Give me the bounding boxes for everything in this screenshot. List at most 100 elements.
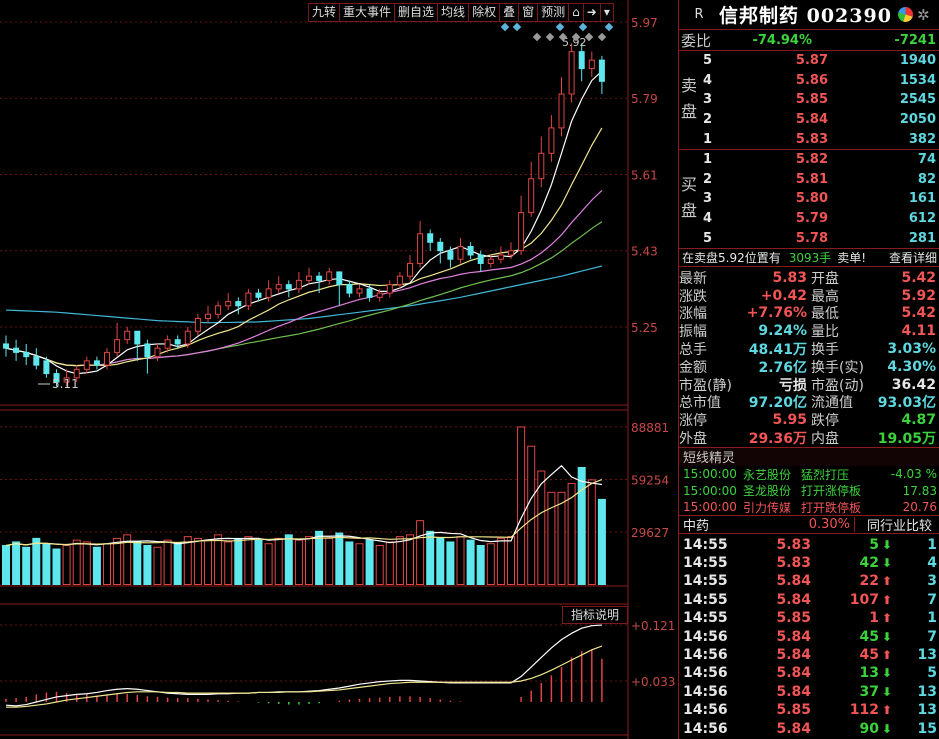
volume-bar — [294, 539, 303, 586]
indicator-help-button[interactable]: 指标说明 — [562, 606, 628, 624]
short-term-sprite: 短线精灵 15:00:00 永艺股份 猛烈打压 -4.03 % 15:00:00 圣龙股份… — [679, 446, 939, 516]
volume-bar — [416, 520, 425, 586]
volume-bar — [466, 539, 475, 586]
industry-row: 中药 0.30% 同行业比较 — [679, 515, 939, 535]
arrow-down-icon: ⬇ — [881, 537, 893, 552]
ma5-line — [5, 70, 603, 375]
stat-value: 5.83 — [772, 269, 807, 286]
tick-volume: 42 — [859, 554, 879, 571]
volume-bar — [143, 544, 152, 586]
sprite-time: 15:00:00 — [683, 467, 737, 482]
volume-bar — [264, 543, 273, 585]
stat-label: 涨幅 — [679, 306, 707, 323]
stat-row: 涨幅 +7.76% 最低 5.42 — [679, 305, 939, 323]
order-level[interactable]: 5 5.87 1940 — [679, 51, 939, 71]
tick-volume: 45 — [859, 646, 879, 663]
volume-bar — [284, 534, 293, 586]
candle-body — [336, 271, 343, 286]
candle-body — [23, 351, 30, 358]
volume-ma5-line — [5, 464, 602, 547]
tick-list[interactable]: 14:55 5.83 5 ⬇ 1 14:55 5.83 42 ⬇ 4 14:55 5.84 22 ⬆ 3 14… — [679, 534, 939, 737]
sprite-row[interactable]: 15:00:00 引力传媒 打开跌停板 20.76 — [679, 499, 939, 516]
tick-price: 5.84 — [776, 591, 811, 608]
level-number: 2 — [703, 112, 713, 128]
sprite-row[interactable]: 15:00:00 永艺股份 猛烈打压 -4.03 % — [679, 466, 939, 483]
order-level[interactable]: 3 5.85 2545 — [679, 90, 939, 110]
arrow-up-icon: ⬆ — [881, 574, 893, 589]
price-tick-label: 5.43 — [631, 245, 658, 259]
level-price: 5.85 — [795, 92, 828, 108]
candle-body — [558, 93, 565, 129]
dropdown-icon[interactable]: ▾ — [603, 5, 610, 19]
industry-compare-button[interactable]: 同行业比较 — [867, 519, 933, 535]
event-marker-icon — [604, 22, 614, 32]
volume-tick-label: 29627 — [631, 526, 669, 540]
stat-label: 最新 — [679, 270, 707, 287]
order-level[interactable]: 3 5.80 161 — [679, 189, 939, 209]
stat-value: 97.20亿 — [748, 395, 807, 412]
notice-detail-link[interactable]: 查看详细 — [888, 250, 937, 265]
candle-body — [164, 339, 171, 349]
volume-bar — [244, 536, 253, 586]
toolbar-jiuzhuan[interactable]: 九转 — [309, 4, 341, 21]
tick-row: 14:55 5.83 5 ⬇ 1 — [679, 535, 939, 553]
lock-icon[interactable]: ⌂ — [569, 4, 584, 21]
buy-book: 买盘 1 5.82 74 2 5.81 82 3 5.80 161 4 5.79 612 5 5.78 28… — [679, 150, 939, 249]
macd-tick-label: +0.121 — [631, 619, 675, 633]
level-number: 3 — [703, 92, 713, 108]
toolbar-window[interactable]: 窗 — [519, 4, 539, 21]
candle-body — [225, 301, 232, 307]
volume-bar — [597, 498, 606, 585]
stat-label: 市盈(动) — [811, 377, 864, 394]
tick-count: 15 — [917, 720, 937, 737]
volume-bar — [72, 539, 81, 586]
gear-icon[interactable]: ✲ — [916, 5, 930, 24]
candle-body — [508, 250, 514, 256]
volume-bar — [2, 544, 10, 586]
volume-bar — [385, 541, 394, 586]
volume-bar — [305, 536, 313, 586]
volume-bar — [113, 537, 122, 585]
toolbar-major-events[interactable]: 重大事件 — [340, 4, 396, 21]
toolbar-overlay[interactable]: 叠 — [500, 4, 520, 21]
candle-body — [114, 339, 121, 353]
candle-body — [497, 254, 504, 260]
order-level[interactable]: 4 5.86 1534 — [679, 71, 939, 91]
pie-chart-icon[interactable] — [897, 7, 913, 22]
candle-body — [376, 292, 383, 298]
stat-value: +7.76% — [746, 305, 807, 322]
toolbar-ex-rights[interactable]: 除权 — [469, 4, 501, 21]
candle-body — [63, 377, 70, 383]
tick-count: 7 — [927, 591, 937, 608]
tick-count: 5 — [927, 665, 937, 682]
order-level[interactable]: 5 5.78 281 — [679, 228, 939, 248]
level-number: 5 — [703, 53, 713, 69]
tick-volume: 13 — [859, 665, 879, 682]
sell-book: 卖盘 5 5.87 1940 4 5.86 1534 3 5.85 2545 2 5.84 2050 1… — [679, 51, 939, 150]
next-icon[interactable]: ➜ — [584, 4, 601, 21]
candle-body — [3, 343, 9, 349]
volume-tick-label: 59254 — [631, 473, 669, 487]
level-price: 5.81 — [795, 171, 828, 187]
order-notice: 在卖盘5.92位置有 3093手 卖单! 查看详细 — [679, 249, 939, 267]
stat-value: 36.42 — [891, 376, 936, 393]
level-price: 5.79 — [795, 211, 828, 227]
order-level[interactable]: 1 5.83 382 — [679, 129, 939, 149]
order-level[interactable]: 4 5.79 612 — [679, 209, 939, 229]
arrow-up-icon: ⬆ — [881, 592, 893, 607]
volume-bar — [214, 534, 223, 586]
order-level[interactable]: 1 5.82 74 — [679, 150, 939, 170]
stat-value: 93.03亿 — [877, 395, 936, 412]
volume-bar — [62, 544, 71, 586]
toolbar-remove-watchlist[interactable]: 删自选 — [395, 4, 439, 21]
level-qty: 161 — [908, 191, 936, 207]
toolbar-moving-average[interactable]: 均线 — [438, 4, 470, 21]
toolbar-forecast[interactable]: 预测 — [538, 4, 570, 21]
order-level[interactable]: 2 5.84 2050 — [679, 110, 939, 130]
sprite-row[interactable]: 15:00:00 圣龙股份 打开涨停板 17.83 — [679, 482, 939, 499]
candle-body — [477, 254, 484, 264]
candle-body — [366, 288, 373, 298]
kline-chart[interactable]: 5.97 5.79 5.61 5.43 5.25 88881 59254 29627 +0.12… — [0, 0, 678, 739]
low-price-marker: 5.11 — [52, 377, 79, 391]
order-level[interactable]: 2 5.81 82 — [679, 170, 939, 190]
